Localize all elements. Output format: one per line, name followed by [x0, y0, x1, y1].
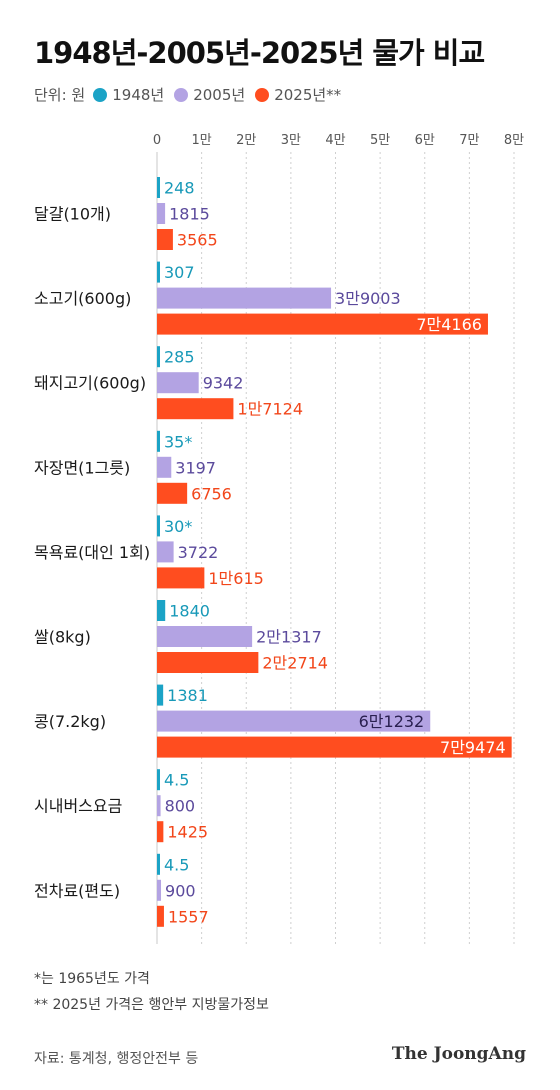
data-label: 1425: [167, 823, 208, 842]
category-label: 소고기(600g): [34, 289, 131, 308]
chart-title: 1948년-2005년-2025년 물가 비교: [34, 36, 485, 70]
data-label: 3722: [178, 543, 219, 562]
bar: [157, 261, 160, 283]
data-label: 35*: [164, 432, 192, 451]
data-label: 9342: [203, 374, 244, 393]
legend-label: 2005년: [193, 86, 246, 104]
footnote-2025: ** 2025년 가격은 행안부 지방물가정보: [34, 997, 269, 1013]
bar: [157, 372, 199, 394]
data-label: 1만7124: [237, 400, 303, 419]
data-label: 1만615: [208, 569, 263, 588]
category-label: 목욕료(대인 1회): [34, 543, 150, 562]
publisher-logo: The JoongAng: [391, 1044, 526, 1064]
bar: [157, 229, 173, 250]
data-label: 3만9003: [335, 289, 401, 308]
legend-entry-2025: 2025년**: [255, 84, 341, 105]
bar: [157, 287, 332, 309]
bar: [157, 684, 164, 706]
bar: [157, 398, 234, 420]
category-label: 전차료(편도): [34, 881, 120, 900]
bar: [157, 853, 160, 875]
legend-dot-icon: [255, 87, 270, 102]
data-label: 7만4166: [416, 315, 482, 334]
category-label: 시내버스요금: [34, 797, 122, 816]
bar: [157, 879, 162, 901]
legend-label: 1948년: [112, 86, 165, 104]
data-label: 30*: [164, 517, 192, 536]
legend-label: 2025년**: [274, 86, 342, 104]
bar: [157, 203, 166, 224]
x-tick-label: 4만: [325, 133, 345, 148]
category-label: 돼지고기(600g): [34, 374, 146, 393]
data-label: 6756: [191, 484, 232, 503]
bar: [157, 515, 160, 537]
bar: [157, 769, 160, 791]
data-label: 285: [164, 348, 195, 367]
data-label: 1557: [168, 907, 209, 926]
data-label: 4.5: [164, 855, 189, 874]
x-tick-label: 1만: [192, 133, 212, 148]
legend-dot-icon: [93, 87, 108, 102]
bar: [157, 626, 253, 647]
bar: [157, 821, 164, 843]
bar: [157, 482, 188, 504]
data-label: 3197: [175, 458, 216, 477]
data-label: 800: [165, 797, 196, 816]
bar: [157, 346, 160, 368]
x-tick-label: 7만: [459, 133, 479, 148]
category-label: 달걀(10개): [34, 205, 111, 224]
unit-label: 단위: 원: [34, 86, 86, 104]
bar: [157, 430, 160, 452]
legend-dot-icon: [174, 87, 189, 102]
source-text: 자료: 통계청, 행정안전부 등: [34, 1051, 199, 1067]
data-label: 900: [165, 881, 196, 900]
data-label: 3565: [177, 231, 218, 250]
x-tick-label: 2만: [236, 133, 256, 148]
data-label: 6만1232: [359, 712, 425, 731]
data-label: 1840: [169, 602, 210, 621]
category-label: 콩(7.2kg): [34, 712, 106, 731]
bar: [157, 313, 488, 335]
legend-entry-1948: 1948년: [93, 84, 164, 105]
x-tick-label: 8만: [504, 133, 524, 148]
bar: [157, 905, 164, 927]
x-tick-label: 3만: [281, 133, 301, 148]
data-label: 7만9474: [440, 738, 506, 757]
data-label: 1381: [167, 686, 208, 705]
data-label: 2만1317: [256, 628, 322, 647]
data-label: 2만2714: [262, 654, 328, 673]
category-label: 자장면(1그릇): [34, 458, 130, 477]
bar: [157, 567, 205, 589]
footnote-1965: *는 1965년도 가격: [34, 971, 150, 987]
x-tick-label: 6만: [415, 133, 435, 148]
bar: [157, 736, 512, 758]
bar: [157, 795, 161, 817]
bar: [157, 177, 160, 198]
data-label: 307: [164, 263, 195, 282]
data-label: 248: [164, 179, 195, 198]
category-label: 쌀(8kg): [34, 628, 91, 647]
legend: 단위: 원 1948년 2005년 2025년**: [34, 84, 351, 105]
bar: [157, 710, 431, 732]
x-tick-label: 5만: [370, 133, 390, 148]
bar: [157, 652, 259, 673]
bar: [157, 456, 172, 478]
bar: [157, 541, 174, 563]
x-tick-label: 0: [153, 133, 161, 148]
bar: [157, 600, 166, 621]
data-label: 1815: [169, 205, 210, 224]
data-label: 4.5: [164, 771, 189, 790]
legend-entry-2005: 2005년: [174, 84, 245, 105]
